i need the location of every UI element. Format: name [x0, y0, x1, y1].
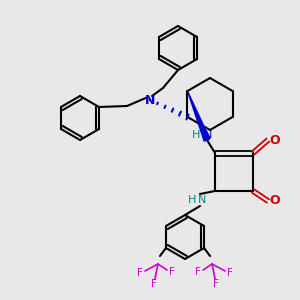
- Text: F: F: [169, 267, 175, 277]
- Text: O: O: [270, 194, 280, 208]
- Text: F: F: [151, 279, 157, 289]
- Text: N: N: [198, 195, 206, 205]
- Polygon shape: [188, 91, 210, 141]
- Text: H: H: [188, 195, 196, 205]
- Text: F: F: [227, 268, 233, 278]
- Text: N: N: [204, 130, 212, 140]
- Text: F: F: [213, 279, 219, 289]
- Text: O: O: [270, 134, 280, 146]
- Text: F: F: [195, 267, 201, 277]
- Text: N: N: [145, 94, 155, 106]
- Text: F: F: [137, 268, 143, 278]
- Text: H: H: [192, 130, 200, 140]
